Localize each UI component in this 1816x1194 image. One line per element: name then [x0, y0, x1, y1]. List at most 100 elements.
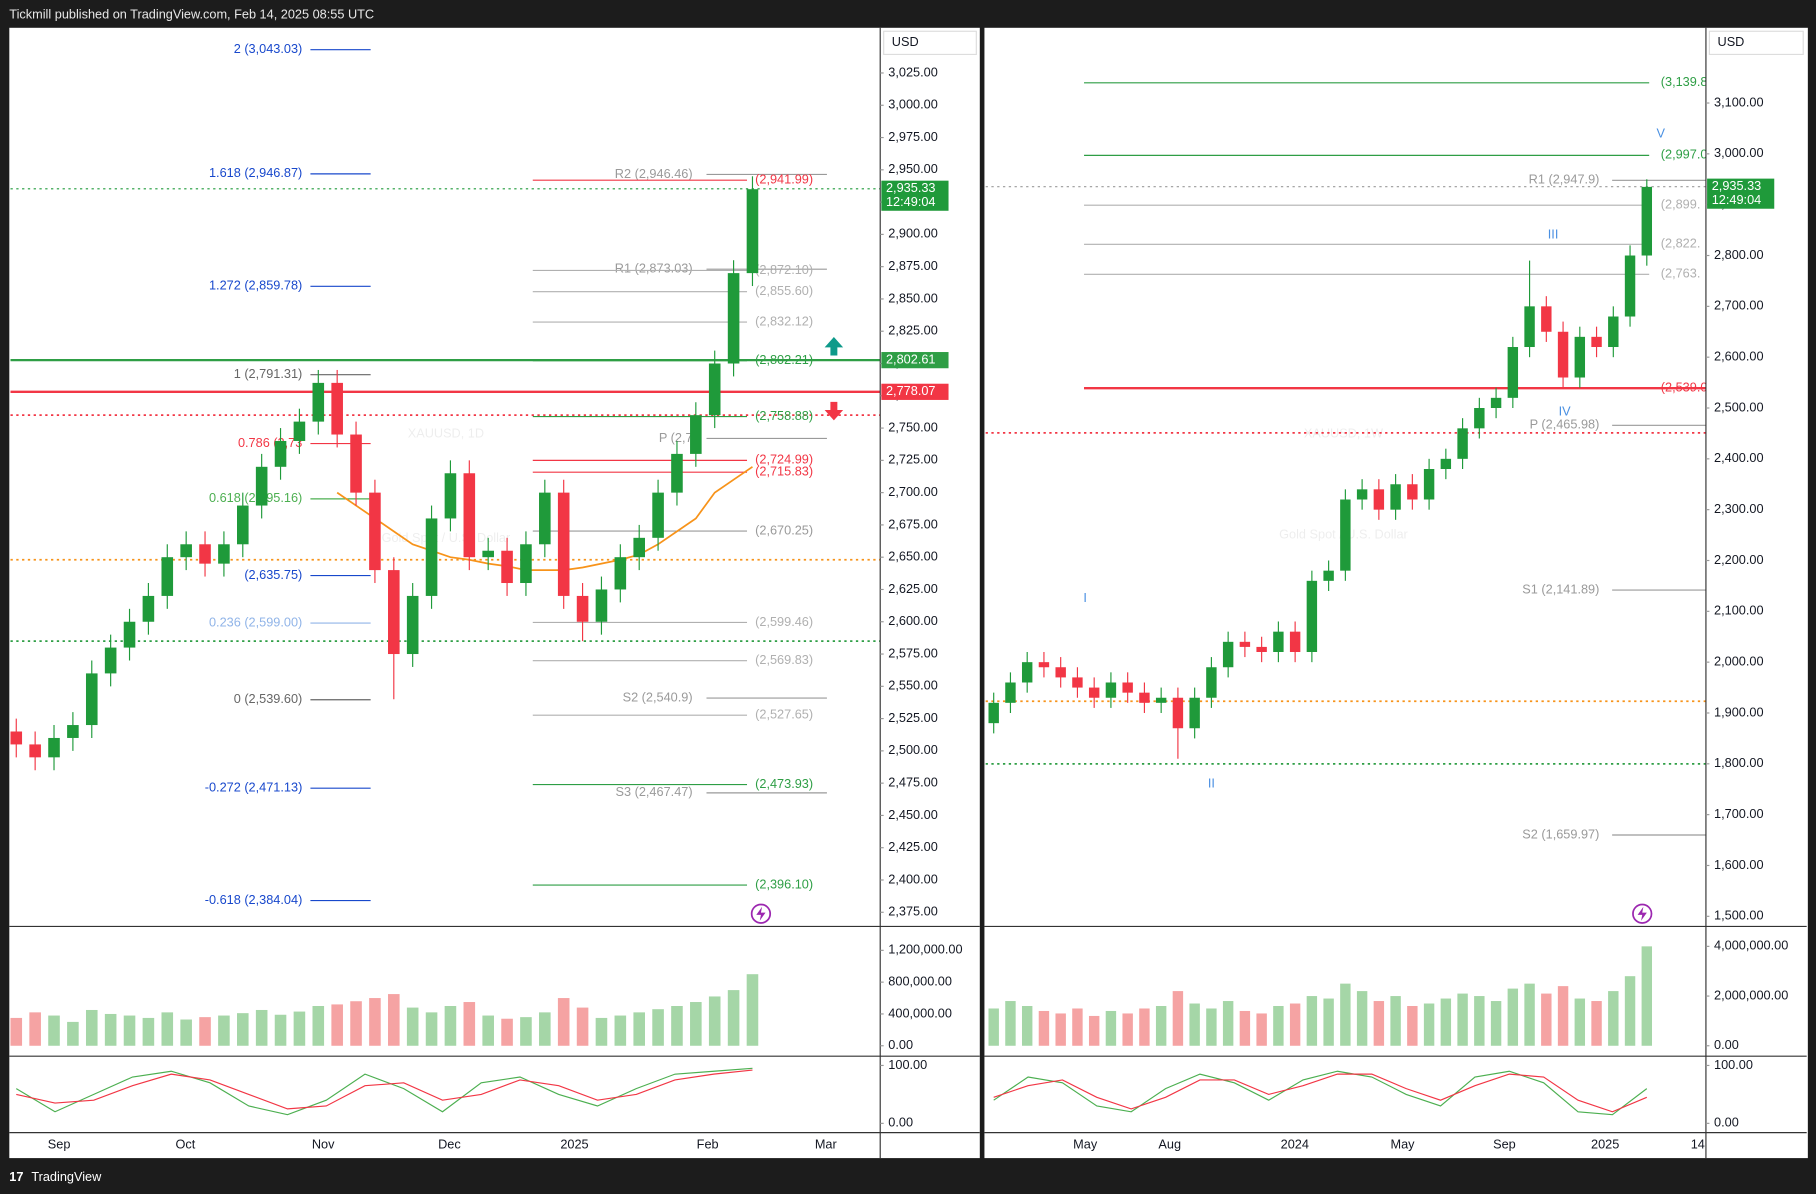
volume-bar — [312, 1006, 325, 1046]
volume-bar — [1122, 1013, 1133, 1046]
candle-body — [633, 537, 645, 558]
volume-bar — [1239, 1010, 1251, 1046]
candle-body — [1189, 697, 1200, 729]
volume-bar — [10, 1017, 23, 1046]
y-tick-label: 2,400.00 — [888, 871, 938, 886]
candle-body — [746, 189, 759, 274]
candle-body — [1373, 489, 1385, 510]
y-tick-label: 2,825.00 — [888, 323, 938, 338]
volume-bar — [539, 1012, 551, 1046]
candle-body — [1608, 316, 1619, 348]
publish-info: Tickmill published on TradingView.com, F… — [9, 6, 374, 21]
candle-body — [1390, 484, 1401, 510]
side-label: (2,715.83) — [755, 464, 813, 479]
osc-tick-label: 100.00 — [1714, 1057, 1753, 1072]
y-tick-label: 2,875.00 — [888, 258, 938, 273]
y-tick-label: 2,375.00 — [888, 904, 938, 919]
candle-body — [85, 673, 98, 726]
side-label: (2,997.0 — [1661, 147, 1708, 162]
y-tick-label: 2,475.00 — [888, 775, 938, 790]
volume-bar — [614, 1015, 627, 1046]
candle-body — [1088, 687, 1100, 698]
candle-body — [67, 725, 79, 738]
time-label: Sep — [48, 1137, 71, 1152]
alert-icon — [750, 903, 772, 924]
side-label: (2,855.60) — [755, 283, 813, 298]
volume-bar — [463, 1002, 476, 1046]
volume-tick-label: 4,000,000.00 — [1714, 938, 1788, 953]
volume-bar — [1407, 1006, 1418, 1046]
fib-label: (2,635.75) — [244, 567, 302, 582]
candle-body — [1155, 697, 1167, 703]
candle-body — [48, 737, 60, 758]
candle-body — [539, 492, 551, 545]
volume-bar — [1139, 1008, 1150, 1046]
oscillator-line — [993, 1073, 1648, 1113]
side-label: (2,569.83) — [755, 652, 813, 667]
oscillator-line — [16, 1069, 753, 1110]
candle-body — [1256, 646, 1267, 652]
osc-tick-label: 0.00 — [888, 1115, 913, 1130]
candle-body — [1574, 336, 1586, 378]
volume-bar — [406, 1007, 419, 1046]
price-badge — [1707, 178, 1775, 209]
volume-tick-label: 2,000,000.00 — [1714, 987, 1788, 1002]
candle-body — [1641, 186, 1653, 256]
fib-label: 1.272 (2,859.78) — [209, 278, 302, 293]
y-tick-label: 2,000.00 — [1714, 654, 1764, 669]
candle-body — [1440, 458, 1452, 470]
volume-bar — [1038, 1010, 1050, 1046]
candle-body — [1005, 682, 1016, 703]
volume-bar — [1624, 976, 1636, 1046]
candle-body — [463, 473, 476, 558]
candle-body — [218, 544, 230, 564]
volume-bar — [48, 1015, 60, 1046]
candle-body — [142, 595, 155, 622]
volume-bar — [236, 1013, 249, 1046]
price-badge-label: 2,778.07 — [886, 383, 936, 398]
pivot-label: S2 (1,659.97) — [1522, 826, 1599, 841]
time-label: Nov — [312, 1137, 335, 1152]
y-tick-label: 2,700.00 — [888, 484, 938, 499]
candle-body — [1474, 408, 1485, 429]
y-tick-label: 2,725.00 — [888, 452, 938, 467]
volume-bar — [1155, 1006, 1167, 1046]
volume-bar — [161, 1012, 174, 1046]
volume-bar — [85, 1009, 98, 1046]
volume-bar — [1608, 991, 1619, 1046]
candle-body — [312, 382, 325, 422]
volume-bar — [1256, 1013, 1267, 1046]
osc-tick-label: 0.00 — [1714, 1115, 1739, 1130]
time-label: Mar — [815, 1137, 838, 1152]
y-tick-label: 2,550.00 — [888, 678, 938, 693]
volume-bar — [1323, 998, 1334, 1046]
y-tick-label: 2,100.00 — [1714, 603, 1764, 618]
candle-body — [1306, 580, 1318, 652]
pivot-label: S3 (2,467.47) — [616, 784, 693, 799]
y-tick-label: 2,850.00 — [888, 290, 938, 305]
time-label: 14 — [1691, 1137, 1705, 1152]
watermark-description: Gold Spot / U.S. Dollar — [382, 530, 511, 545]
pivot-label: S1 (2,141.89) — [1522, 581, 1599, 596]
candle-body — [406, 595, 419, 655]
candle-body — [444, 473, 457, 519]
logo-mark: 17 — [9, 1169, 23, 1184]
candle-body — [331, 382, 343, 435]
candle-body — [293, 421, 306, 441]
fib-label: 0.236 (2,599.00) — [209, 614, 302, 629]
y-tick-label: 2,200.00 — [1714, 552, 1764, 567]
candle-body — [576, 595, 589, 622]
volume-bar — [1440, 998, 1452, 1046]
candle-body — [1222, 641, 1234, 668]
candle-body — [161, 557, 174, 596]
y-tick-label: 2,700.00 — [1714, 298, 1764, 313]
time-label: May — [1390, 1137, 1415, 1152]
volume-bar — [1005, 1001, 1016, 1046]
candle-body — [501, 550, 513, 584]
volume-bar — [1306, 996, 1318, 1046]
candle-body — [1021, 662, 1033, 683]
volume-bar — [255, 1009, 268, 1046]
oscillator-line — [993, 1070, 1648, 1116]
